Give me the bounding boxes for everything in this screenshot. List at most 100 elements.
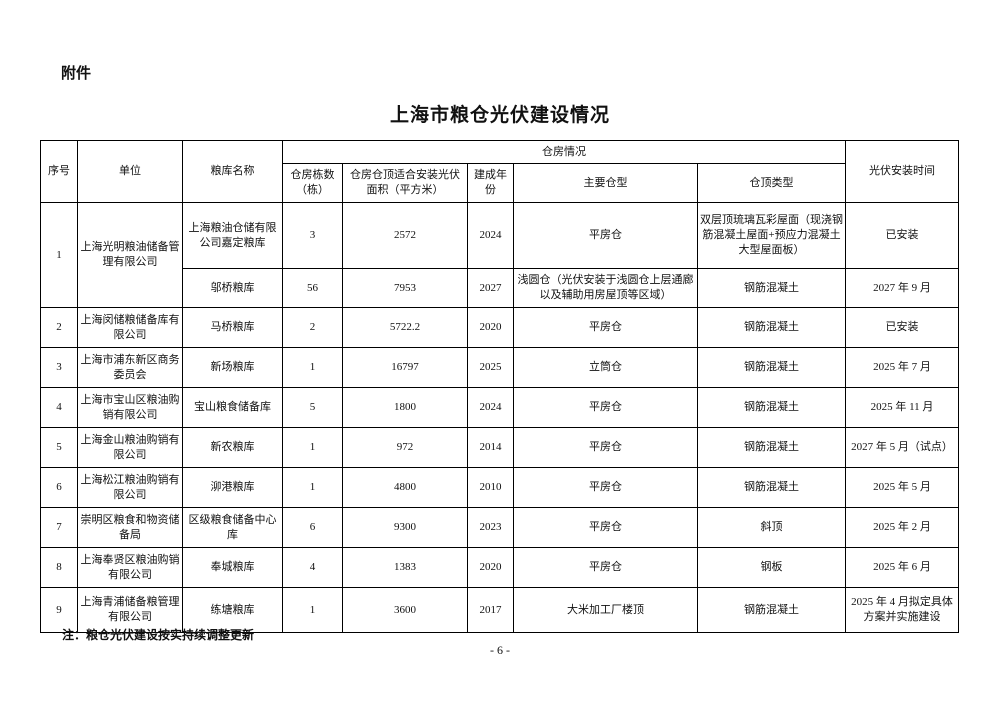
cell-area: 9300 xyxy=(342,507,468,548)
cell-area: 972 xyxy=(342,427,468,468)
cell-count: 56 xyxy=(282,268,343,308)
header-seq: 序号 xyxy=(40,140,78,203)
cell-year: 2020 xyxy=(467,547,514,588)
cell-install: 已安装 xyxy=(845,307,960,348)
header-warehouse-group: 仓房情况 xyxy=(281,140,847,164)
cell-roof: 钢筋混凝土 xyxy=(696,427,847,468)
cell-roof: 钢筋混凝土 xyxy=(696,307,847,348)
cell-type: 平房仓 xyxy=(513,467,698,508)
cell-seq: 1 xyxy=(40,202,78,308)
cell-install: 2027 年 5 月（试点） xyxy=(845,427,960,468)
cell-year: 2014 xyxy=(467,427,514,468)
cell-area: 7953 xyxy=(342,268,468,308)
page-title: 上海市粮仓光伏建设情况 xyxy=(389,105,610,126)
cell-depot: 区级粮食储备中心库 xyxy=(182,507,283,548)
cell-depot: 奉城粮库 xyxy=(182,547,283,588)
cell-seq: 3 xyxy=(40,347,78,388)
cell-unit: 上海奉贤区粮油购销有限公司 xyxy=(77,547,183,588)
cell-count: 1 xyxy=(282,587,343,633)
cell-install: 2025 年 6 月 xyxy=(845,547,960,588)
cell-install: 2025 年 7 月 xyxy=(845,347,960,388)
attachment-label: 附件 xyxy=(61,66,92,82)
cell-year: 2023 xyxy=(467,507,514,548)
cell-roof: 钢筋混凝土 xyxy=(696,387,847,428)
cell-roof: 双层顶琉璃瓦彩屋面（现浇钢筋混凝土屋面+预应力混凝土大型屋面板） xyxy=(696,202,847,269)
cell-count: 2 xyxy=(282,307,343,348)
cell-seq: 8 xyxy=(40,547,78,588)
cell-install: 2025 年 11 月 xyxy=(845,387,960,428)
cell-count: 4 xyxy=(282,547,343,588)
header-roof: 仓顶类型 xyxy=(696,163,847,203)
cell-unit: 上海市宝山区粮油购销有限公司 xyxy=(77,387,183,428)
table-row: 5 上海金山粮油购销有限公司 新农粮库 1 972 2014 平房仓 钢筋混凝土… xyxy=(40,427,960,468)
cell-area: 1800 xyxy=(342,387,468,428)
cell-seq: 6 xyxy=(40,467,78,508)
cell-unit: 上海闵储粮储备库有限公司 xyxy=(77,307,183,348)
cell-install: 2027 年 9 月 xyxy=(845,268,960,308)
cell-unit: 上海光明粮油储备管理有限公司 xyxy=(77,202,183,308)
cell-year: 2025 xyxy=(467,347,514,388)
cell-seq: 7 xyxy=(40,507,78,548)
table-row: 6 上海松江粮油购销有限公司 泖港粮库 1 4800 2010 平房仓 钢筋混凝… xyxy=(40,467,960,508)
cell-year: 2027 xyxy=(467,268,514,308)
cell-seq: 9 xyxy=(40,587,78,633)
cell-year: 2024 xyxy=(467,387,514,428)
cell-area: 2572 xyxy=(342,202,468,269)
cell-roof: 钢筋混凝土 xyxy=(696,587,847,633)
cell-install: 2025 年 4 月拟定具体方案并实施建设 xyxy=(845,587,960,633)
cell-type: 浅圆仓（光伏安装于浅圆仓上层通廊以及辅助用房屋顶等区域） xyxy=(513,268,698,308)
cell-type: 平房仓 xyxy=(513,547,698,588)
cell-type: 平房仓 xyxy=(513,307,698,348)
header-type: 主要仓型 xyxy=(513,163,698,203)
cell-install: 已安装 xyxy=(845,202,960,269)
cell-depot: 上海粮油仓储有限公司嘉定粮库 xyxy=(182,202,283,269)
cell-seq: 2 xyxy=(40,307,78,348)
cell-depot: 泖港粮库 xyxy=(182,467,283,508)
cell-type: 平房仓 xyxy=(513,387,698,428)
table-row: 7 崇明区粮食和物资储备局 区级粮食储备中心库 6 9300 2023 平房仓 … xyxy=(40,507,960,548)
cell-area: 4800 xyxy=(342,467,468,508)
cell-depot: 宝山粮食储备库 xyxy=(182,387,283,428)
cell-year: 2024 xyxy=(467,202,514,269)
table-row: 2 上海闵储粮储备库有限公司 马桥粮库 2 5722.2 2020 平房仓 钢筋… xyxy=(40,307,960,348)
cell-install: 2025 年 2 月 xyxy=(845,507,960,548)
cell-area: 16797 xyxy=(342,347,468,388)
cell-type: 平房仓 xyxy=(513,202,698,269)
cell-roof: 钢筋混凝土 xyxy=(696,268,847,308)
cell-area: 5722.2 xyxy=(342,307,468,348)
cell-type: 大米加工厂楼顶 xyxy=(513,587,698,633)
cell-install: 2025 年 5 月 xyxy=(845,467,960,508)
cell-roof: 钢板 xyxy=(696,547,847,588)
footnote: 注：粮仓光伏建设按实持续调整更新 xyxy=(62,628,255,642)
cell-roof: 钢筋混凝土 xyxy=(696,467,847,508)
table-row: 3 上海市浦东新区商务委员会 新场粮库 1 16797 2025 立筒仓 钢筋混… xyxy=(40,347,960,388)
cell-year: 2020 xyxy=(467,307,514,348)
cell-count: 1 xyxy=(282,347,343,388)
cell-unit: 上海松江粮油购销有限公司 xyxy=(77,467,183,508)
header-row-sub: 仓房栋数（栋） 仓房仓顶适合安装光伏面积（平方米） 建成年份 主要仓型 仓顶类型 xyxy=(41,163,959,203)
table-row: 8 上海奉贤区粮油购销有限公司 奉城粮库 4 1383 2020 平房仓 钢板 … xyxy=(40,547,960,588)
cell-year: 2017 xyxy=(467,587,514,633)
cell-type: 平房仓 xyxy=(513,507,698,548)
cell-roof: 钢筋混凝土 xyxy=(696,347,847,388)
table-row: 1 上海光明粮油储备管理有限公司 上海粮油仓储有限公司嘉定粮库 3 2572 2… xyxy=(40,202,960,308)
table-row: 9 上海青浦储备粮管理有限公司 练塘粮库 1 3600 2017 大米加工厂楼顶… xyxy=(40,587,960,633)
cell-roof: 斜顶 xyxy=(696,507,847,548)
cell-depot: 新场粮库 xyxy=(182,347,283,388)
cell-depot: 邬桥粮库 xyxy=(182,268,283,308)
cell-unit: 崇明区粮食和物资储备局 xyxy=(77,507,183,548)
cell-type: 立筒仓 xyxy=(513,347,698,388)
table-row: 4 上海市宝山区粮油购销有限公司 宝山粮食储备库 5 1800 2024 平房仓… xyxy=(40,387,960,428)
cell-unit: 上海青浦储备粮管理有限公司 xyxy=(77,587,183,633)
cell-depot: 马桥粮库 xyxy=(182,307,283,348)
cell-count: 1 xyxy=(282,427,343,468)
header-unit: 单位 xyxy=(77,140,183,203)
cell-depot: 练塘粮库 xyxy=(182,587,283,633)
cell-depot: 新农粮库 xyxy=(182,427,283,468)
page-number: - 6 - xyxy=(490,643,510,657)
cell-count: 1 xyxy=(282,467,343,508)
cell-area: 3600 xyxy=(342,587,468,633)
cell-count: 5 xyxy=(282,387,343,428)
header-area: 仓房仓顶适合安装光伏面积（平方米） xyxy=(342,163,468,203)
